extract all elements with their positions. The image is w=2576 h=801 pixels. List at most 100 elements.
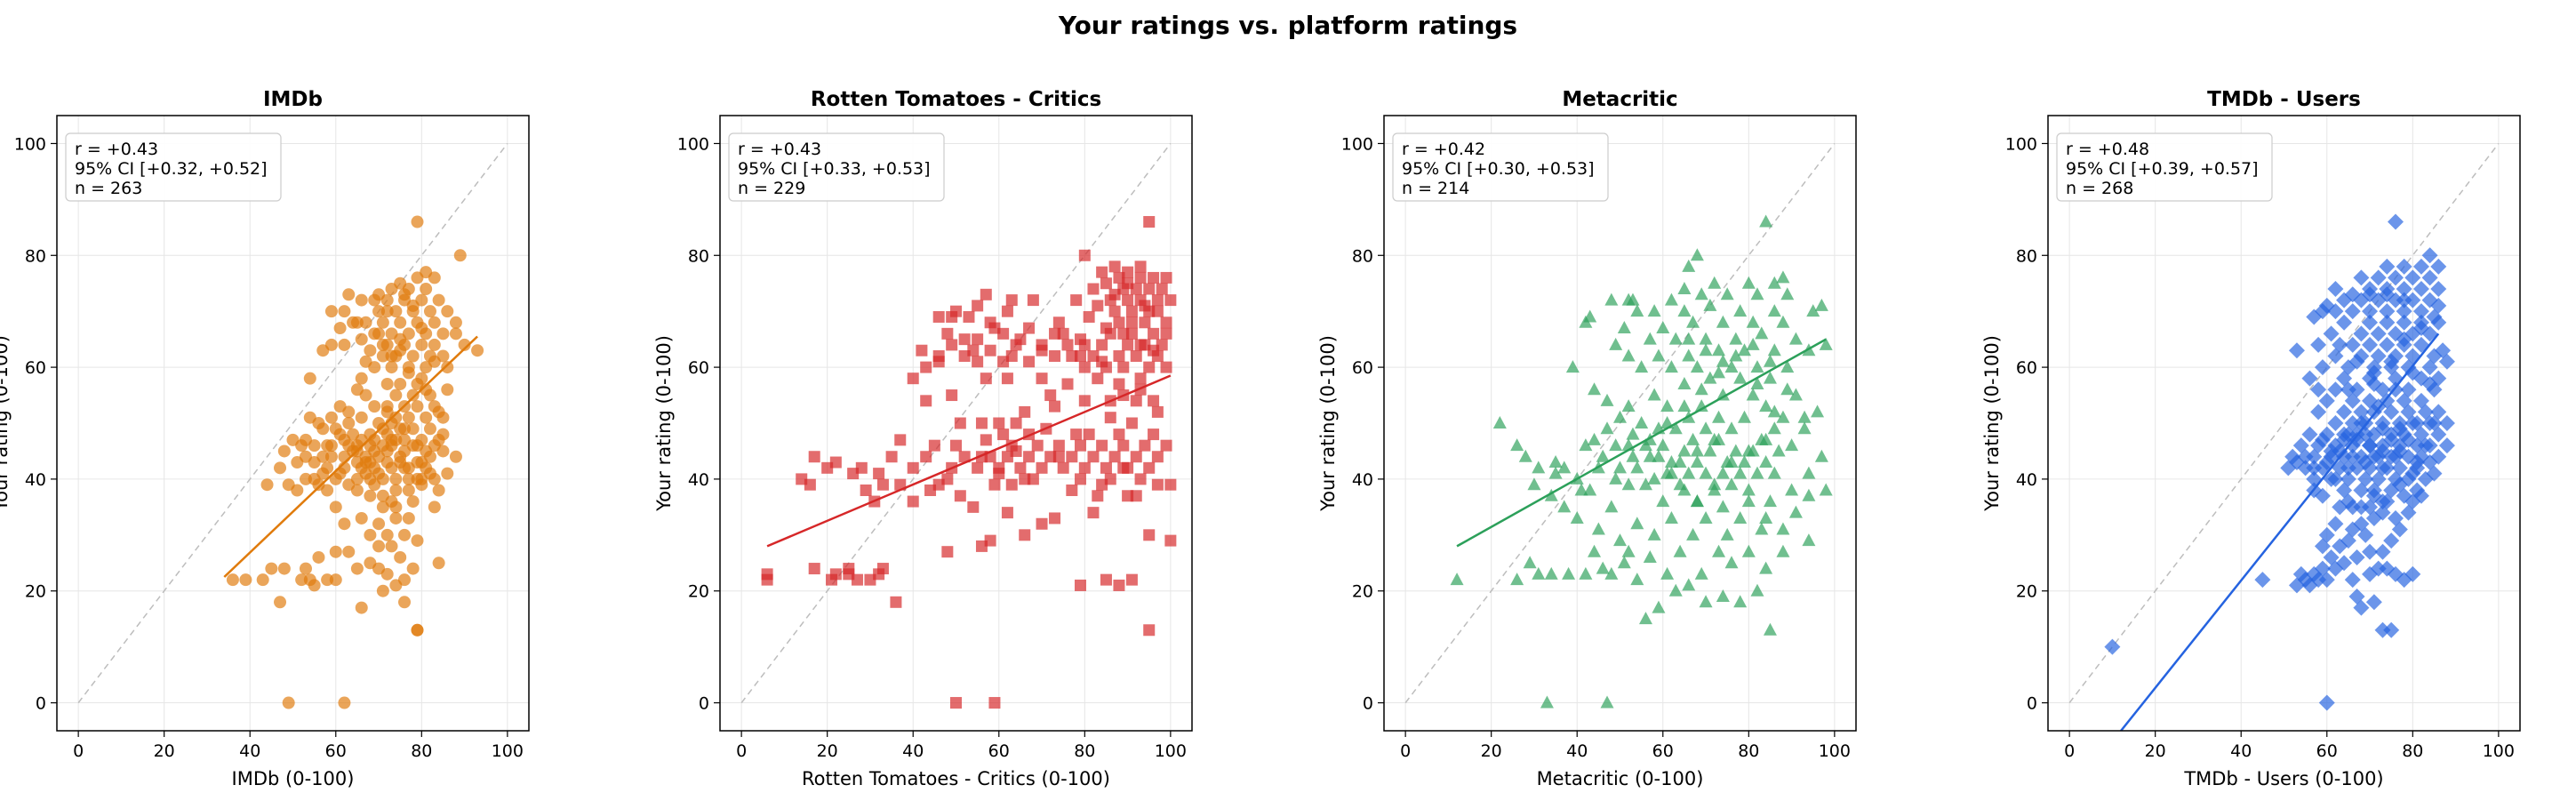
data-point bbox=[324, 305, 338, 318]
data-point bbox=[2391, 477, 2408, 493]
stats-box bbox=[2056, 132, 2273, 202]
data-point bbox=[1703, 371, 1717, 384]
data-point bbox=[1708, 432, 1722, 445]
data-point bbox=[355, 293, 368, 307]
data-point bbox=[368, 327, 381, 340]
data-point bbox=[1656, 438, 1670, 452]
data-point bbox=[428, 338, 441, 351]
data-point bbox=[394, 450, 407, 463]
data-point bbox=[1527, 477, 1541, 491]
panel-title: Metacritic bbox=[1562, 88, 1677, 111]
data-point bbox=[1772, 444, 1786, 457]
data-point bbox=[1100, 461, 1112, 474]
data-point bbox=[2336, 404, 2353, 421]
data-point bbox=[324, 411, 338, 424]
data-point bbox=[1100, 573, 1112, 586]
data-point bbox=[1724, 421, 1739, 435]
data-point bbox=[411, 377, 424, 390]
data-point bbox=[2348, 589, 2365, 605]
data-point bbox=[368, 478, 381, 492]
data-point bbox=[1548, 466, 1563, 479]
y-tick-label: 0 bbox=[699, 694, 709, 714]
data-point bbox=[1052, 451, 1065, 463]
data-point bbox=[890, 596, 902, 608]
data-point bbox=[1694, 399, 1708, 413]
data-point bbox=[1143, 624, 1156, 637]
data-point bbox=[1819, 483, 1833, 496]
data-point bbox=[2344, 572, 2361, 589]
data-point bbox=[946, 389, 958, 402]
data-point bbox=[2332, 336, 2348, 353]
y-tick-label: 0 bbox=[2027, 694, 2037, 714]
data-point bbox=[1087, 507, 1100, 519]
data-point bbox=[312, 550, 325, 564]
data-point bbox=[1049, 512, 1061, 525]
data-point bbox=[441, 467, 454, 480]
data-point bbox=[2391, 421, 2408, 437]
data-point bbox=[1776, 410, 1790, 423]
identity-line bbox=[2068, 142, 2500, 704]
data-point bbox=[1074, 333, 1086, 346]
data-point bbox=[1023, 322, 1036, 334]
data-point bbox=[1609, 438, 1623, 452]
data-point bbox=[380, 305, 394, 318]
data-point bbox=[432, 557, 445, 570]
data-point bbox=[2426, 308, 2443, 325]
data-point bbox=[436, 411, 450, 424]
data-point bbox=[873, 468, 885, 480]
data-point bbox=[2379, 493, 2396, 510]
data-point bbox=[333, 322, 347, 335]
data-point bbox=[1074, 350, 1086, 363]
data-point bbox=[1759, 510, 1773, 524]
data-point bbox=[432, 433, 445, 446]
data-point bbox=[1151, 294, 1164, 307]
data-point bbox=[1746, 315, 1760, 328]
x-tick-label: 100 bbox=[2483, 741, 2515, 761]
data-point bbox=[321, 439, 334, 453]
axes-frame bbox=[719, 115, 1193, 732]
panel-title: Rotten Tomatoes - Critics bbox=[811, 88, 1101, 111]
y-tick-label: 0 bbox=[1363, 694, 1373, 714]
data-point bbox=[411, 534, 424, 548]
x-tick-label: 40 bbox=[2230, 741, 2252, 761]
data-point bbox=[1668, 583, 1683, 597]
data-point bbox=[1143, 529, 1156, 541]
data-point bbox=[1092, 490, 1104, 502]
x-tick-label: 20 bbox=[154, 741, 175, 761]
data-point bbox=[1005, 478, 1018, 491]
data-point bbox=[398, 528, 412, 541]
data-point bbox=[1113, 429, 1125, 441]
data-point bbox=[2353, 404, 2370, 421]
data-point bbox=[2353, 325, 2370, 342]
data-point bbox=[967, 501, 980, 513]
y-tick-label: 40 bbox=[2016, 470, 2037, 490]
data-point bbox=[1005, 294, 1018, 307]
data-point bbox=[980, 434, 992, 446]
data-point bbox=[389, 305, 403, 318]
data-point bbox=[1699, 421, 1713, 435]
y-tick-label: 100 bbox=[2005, 134, 2037, 154]
data-point bbox=[385, 439, 398, 453]
data-point bbox=[1579, 566, 1593, 580]
data-point bbox=[420, 411, 433, 424]
data-point bbox=[2314, 359, 2331, 376]
data-point bbox=[2344, 521, 2361, 538]
data-point bbox=[2306, 448, 2323, 465]
data-point bbox=[1741, 544, 1756, 557]
data-point bbox=[411, 215, 424, 228]
data-point bbox=[308, 456, 321, 469]
data-point bbox=[1759, 432, 1773, 445]
data-point bbox=[1763, 622, 1777, 636]
x-tick-label: 0 bbox=[736, 741, 747, 761]
data-point bbox=[2365, 375, 2382, 392]
data-point bbox=[1712, 544, 1726, 557]
data-point bbox=[1027, 473, 1039, 485]
data-point bbox=[876, 563, 889, 575]
panel-2: 0 20 40 60 80 100 0 20 40 60 80 100 Metacritic Metacr… bbox=[1317, 88, 1857, 789]
data-point bbox=[423, 305, 436, 318]
data-point bbox=[350, 562, 364, 575]
y-tick-label: 40 bbox=[25, 470, 46, 490]
fit-line bbox=[1456, 338, 1827, 548]
data-point bbox=[1510, 573, 1524, 586]
data-point bbox=[1613, 410, 1627, 423]
